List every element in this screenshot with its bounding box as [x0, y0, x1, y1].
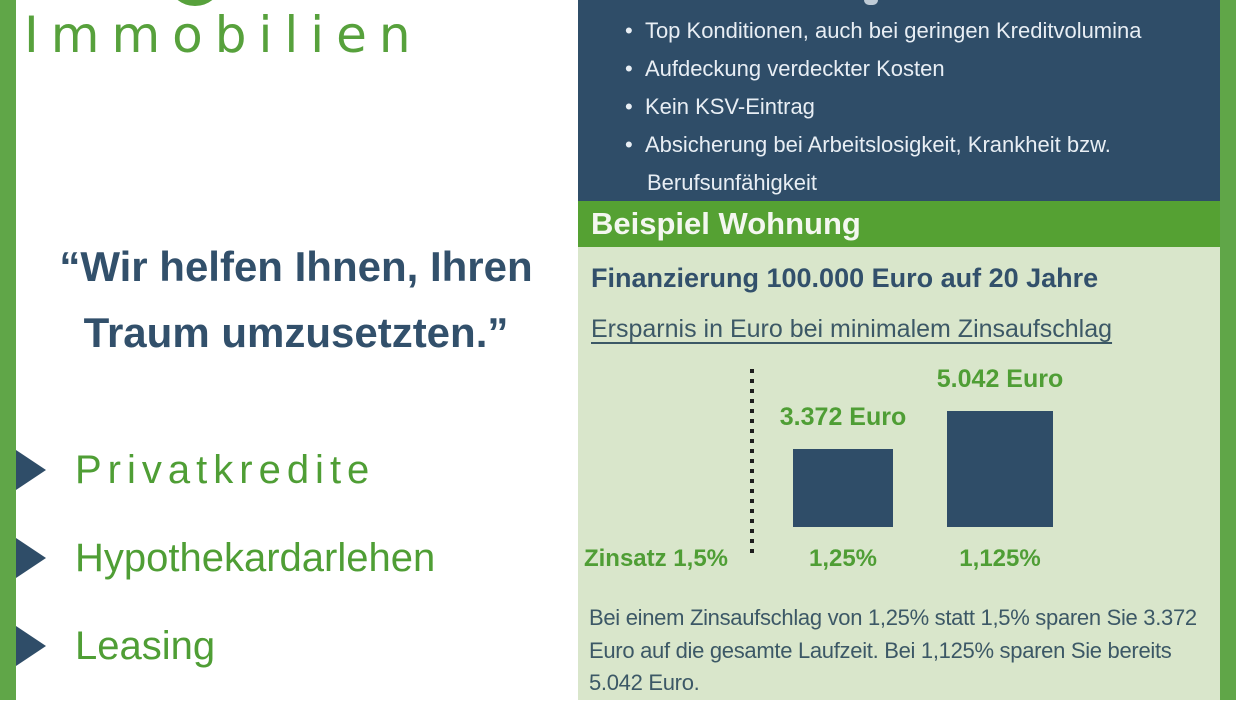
- cutoff-letter-fragment: [864, 0, 878, 5]
- service-label: Leasing: [75, 623, 216, 668]
- left-pane: Immobilien “Wir helfen Ihnen, Ihren Trau…: [0, 0, 578, 700]
- logo-wordmark: Immobilien: [24, 6, 423, 64]
- explanation-paragraph: Bei einem Zinsaufschlag von 1,25% statt …: [589, 605, 1197, 695]
- bar-category-label: 1,125%: [959, 545, 1041, 572]
- bar-value-label: 5.042 Euro: [936, 365, 1064, 393]
- arrow-right-icon: [16, 538, 46, 578]
- bar: [793, 449, 893, 527]
- benefit-item: Aufdeckung verdeckter Kosten: [625, 50, 1176, 88]
- example-panel: Finanzierung 100.000 Euro auf 20 Jahre E…: [578, 247, 1236, 700]
- bar-group: 3.372 Euro: [780, 247, 906, 527]
- section-header-band: Beispiel Wohnung: [578, 201, 1236, 247]
- quote-text: “Wir helfen Ihnen, Ihren Traum umzusetzt…: [59, 243, 533, 356]
- benefit-item: Absicherung bei Arbeitslosigkeit, Krankh…: [625, 126, 1176, 202]
- bar: [947, 411, 1053, 527]
- bar-category-label: 1,25%: [808, 545, 878, 572]
- benefits-panel: Top Konditionen, auch bei geringen Kredi…: [578, 0, 1236, 201]
- baseline-label: Zinsatz 1,5%: [583, 545, 728, 572]
- green-right-border: [1220, 0, 1236, 700]
- benefits-list: Top Konditionen, auch bei geringen Kredi…: [578, 0, 1236, 202]
- services-list: Privatkredite Hypothekardarlehen Leasing: [16, 446, 576, 710]
- financing-heading: Finanzierung 100.000 Euro auf 20 Jahre: [591, 263, 1099, 293]
- service-label: Privatkredite: [75, 447, 376, 492]
- section-title: Beispiel Wohnung: [591, 206, 861, 241]
- benefit-item: Kein KSV-Eintrag: [625, 88, 1176, 126]
- arrow-right-icon: [16, 450, 46, 490]
- bar-value-label: 3.372 Euro: [779, 403, 907, 431]
- list-item-privatkredite: Privatkredite: [16, 446, 576, 494]
- service-label: Hypothekardarlehen: [75, 535, 436, 580]
- chart-caption: Ersparnis in Euro bei minimalem Zinsaufs…: [591, 315, 1113, 343]
- right-pane: Top Konditionen, auch bei geringen Kredi…: [578, 0, 1236, 700]
- list-item-hypothekardarlehen: Hypothekardarlehen: [16, 534, 576, 582]
- benefit-item: Top Konditionen, auch bei geringen Kredi…: [625, 12, 1176, 50]
- arrow-right-icon: [16, 626, 46, 666]
- list-item-leasing: Leasing: [16, 622, 576, 670]
- baseline-dotted-line: [750, 369, 754, 559]
- green-left-border: [0, 0, 16, 700]
- bar-group: 5.042 Euro: [937, 247, 1063, 527]
